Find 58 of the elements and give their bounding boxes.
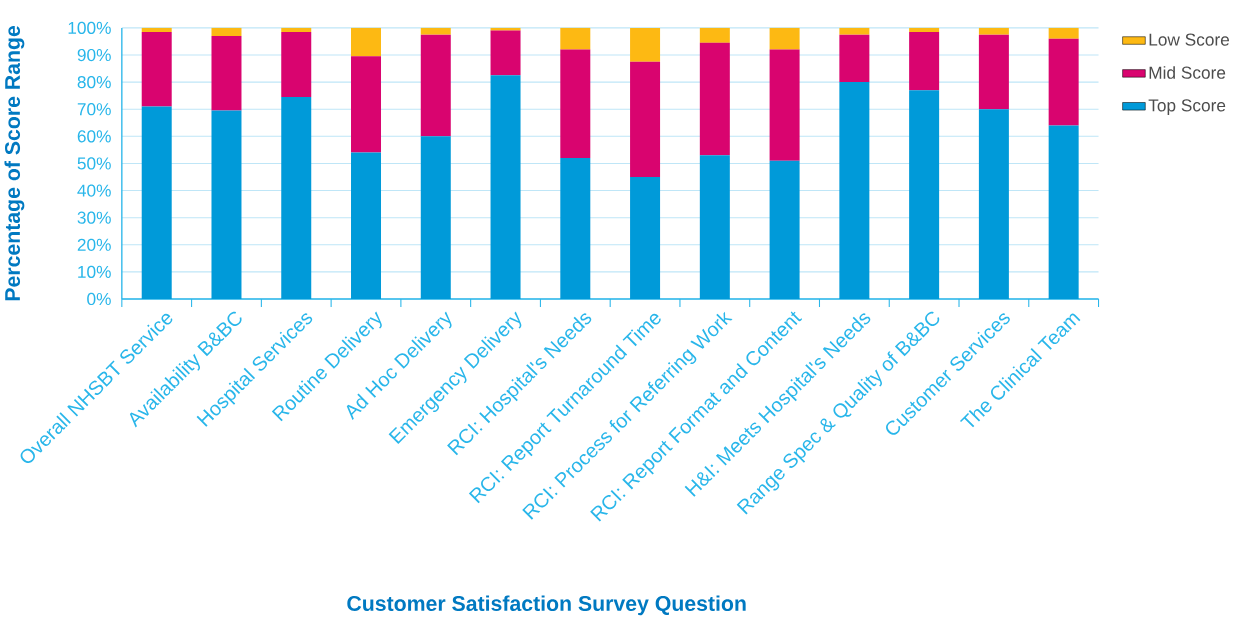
bar: [1048, 27, 1079, 39]
bar: [560, 27, 591, 50]
y-tick-label: 60%: [77, 130, 111, 143]
bar: [141, 27, 172, 33]
bar: [211, 110, 242, 300]
bar: [909, 32, 940, 91]
y-tick-label: 70%: [77, 103, 111, 116]
bar: [630, 27, 661, 62]
bar: [839, 27, 870, 35]
y-tick-label: 10%: [78, 265, 111, 279]
y-tick-label: 40%: [77, 184, 111, 197]
bar: [211, 36, 242, 111]
bar: [420, 27, 451, 35]
y-tick-label: 50%: [77, 157, 111, 170]
bar: [699, 155, 730, 300]
bar: [141, 106, 172, 300]
bar: [281, 97, 312, 300]
bar: [141, 32, 172, 107]
bar: [769, 160, 800, 300]
legend-label: Mid Score: [1149, 66, 1226, 79]
bar: [1048, 38, 1079, 126]
y-axis-title: Percentage of Score Range: [4, 26, 25, 301]
bar: [560, 49, 591, 159]
bar: [630, 61, 661, 178]
y-tick-label: 0%: [87, 292, 111, 306]
bar: [490, 30, 521, 76]
x-axis-title: Customer Satisfaction Survey Question: [347, 595, 746, 616]
bar: [351, 56, 382, 153]
bar: [560, 158, 591, 300]
bar: [281, 27, 312, 33]
bar: [699, 42, 730, 156]
bar: [839, 82, 870, 300]
bar: [1048, 125, 1079, 300]
bar: [769, 49, 800, 161]
y-tick-label: 20%: [77, 238, 111, 251]
bar: [281, 32, 312, 98]
bar: [909, 27, 940, 33]
bar: [490, 27, 521, 31]
bar: [211, 27, 242, 37]
bar: [420, 136, 451, 300]
y-tick-label: 30%: [77, 211, 111, 224]
legend-label: Low Score: [1149, 33, 1230, 46]
bar: [909, 90, 940, 300]
bar: [490, 75, 521, 300]
bar: [839, 34, 870, 83]
bar: [351, 152, 382, 300]
bar: [630, 177, 661, 300]
bar: [978, 109, 1009, 300]
bar: [699, 27, 730, 43]
y-tick-label: 100%: [68, 21, 111, 35]
y-tick-label: 90%: [77, 48, 111, 62]
bar: [978, 27, 1009, 35]
bar: [351, 27, 382, 57]
y-tick-label: 80%: [77, 76, 111, 89]
bar: [769, 27, 800, 50]
bar: [978, 34, 1009, 110]
legend-label: Top Score: [1148, 99, 1226, 115]
bar: [420, 34, 451, 137]
